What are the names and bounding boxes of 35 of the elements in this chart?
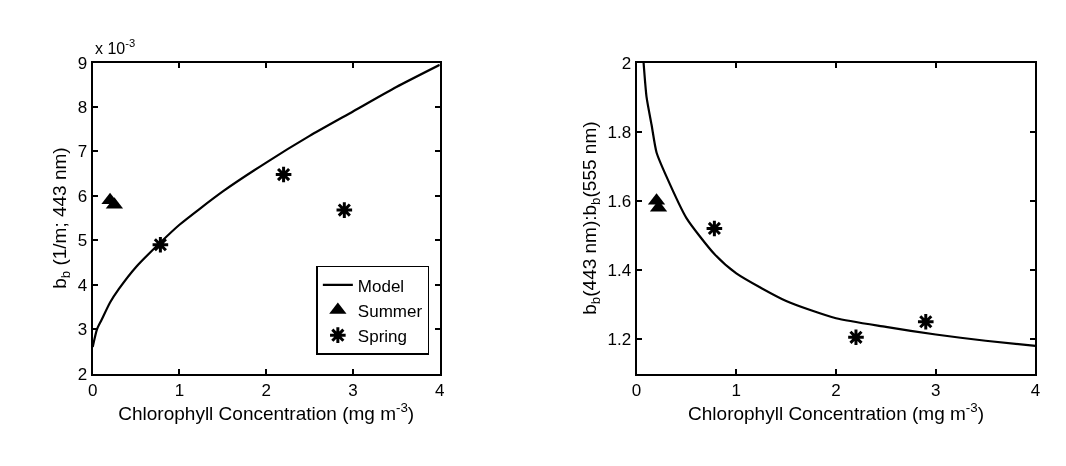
point [846, 328, 866, 347]
x-tick-label: 0 [87, 380, 98, 400]
point [335, 200, 354, 220]
y-tick-label: 8 [77, 97, 88, 117]
point [916, 312, 936, 332]
y-tick-label: 4 [77, 275, 88, 295]
x-axis-title: Chlorophyll Concentration (mg m$^{-3}$) [688, 400, 984, 425]
x-tick-label: 2 [261, 380, 271, 400]
y-tick-label: 1.8 [607, 122, 632, 142]
legend-label: Spring [357, 326, 407, 346]
y-tick-label: 9 [77, 53, 88, 73]
point [274, 165, 293, 184]
x-tick-label: 3 [348, 380, 358, 400]
text: x 10$^{-3}$ [95, 37, 136, 57]
point [151, 235, 170, 255]
x-tick-label: 0 [631, 380, 642, 400]
y-tick-label: 5 [77, 231, 88, 251]
y-tick-label: 3 [77, 320, 88, 340]
x-tick-label: 1 [731, 380, 742, 400]
y-tick-label: 2 [621, 53, 632, 73]
y-tick-label: 1.2 [607, 329, 632, 349]
legend-label: Summer [357, 301, 423, 321]
legend-label: Model [357, 276, 405, 296]
y-tick-label: 7 [77, 142, 88, 162]
x-tick-label: 4 [435, 380, 445, 400]
x-tick-label: 4 [1030, 380, 1041, 400]
x-tick-label: 1 [174, 380, 185, 400]
point [705, 219, 724, 238]
y-tick-label: 1.4 [607, 260, 632, 280]
y-tick-label: 6 [77, 186, 88, 206]
x-axis-title: Chlorophyll Concentration (mg m$^{-3}$) [118, 400, 415, 425]
x-tick-label: 2 [831, 380, 841, 400]
x-tick-label: 3 [931, 380, 941, 400]
y-tick-label: 1.6 [607, 191, 632, 211]
y-tick-label: 2 [77, 364, 88, 384]
